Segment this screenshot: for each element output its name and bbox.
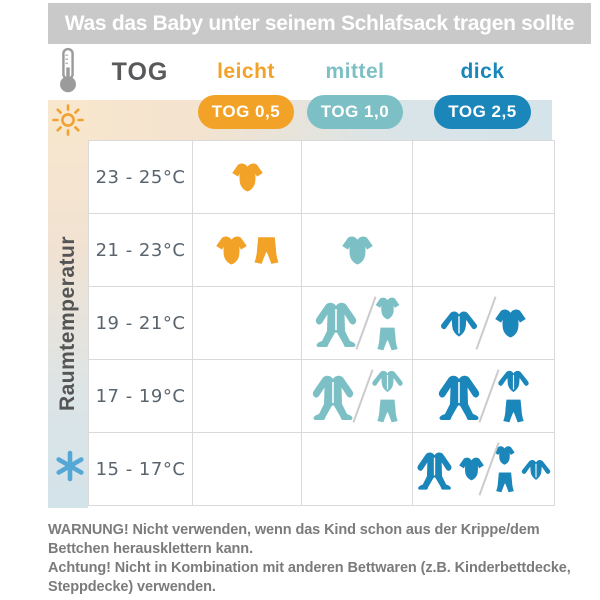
outfit-cell-leicht [193, 141, 301, 213]
garment-column [416, 444, 453, 495]
garment-column [437, 367, 481, 425]
column-labels: leicht mittel dick [192, 54, 555, 90]
short-sleeve-bodysuit-icon [374, 295, 401, 322]
tog-badge-dick: TOG 2,5 [434, 95, 531, 129]
garment-column [497, 368, 530, 424]
outfit-cell-dick [413, 141, 554, 213]
garment-column [253, 235, 280, 265]
warning-line: Steppdecke) verwenden. [48, 579, 216, 595]
short-sleeve-bodysuit-icon [494, 306, 527, 341]
page-title: Was das Baby unter seinem Schlafsack tra… [64, 11, 575, 35]
garment-column [494, 306, 527, 341]
garment-column [440, 308, 478, 339]
warning-text: WARNUNG! Nicht verwenden, wenn das Kind … [48, 521, 600, 597]
pants-icon [253, 235, 280, 265]
pants-icon [376, 325, 399, 352]
outfit-cell-mittel [302, 141, 412, 213]
outfit-group [215, 233, 280, 268]
pants-icon [376, 397, 399, 424]
outfit-group [416, 444, 485, 495]
garment-column [371, 368, 404, 424]
short-sleeve-bodysuit-icon [231, 160, 264, 195]
outfit-group [493, 444, 551, 494]
short-sleeve-bodysuit-icon [458, 455, 485, 483]
sun-icon [51, 103, 85, 137]
pants-icon [495, 470, 515, 494]
gradient-band-vertical [48, 100, 88, 508]
garment-column [493, 444, 516, 494]
garment-column [341, 233, 374, 268]
outfit-cell-mittel [302, 433, 412, 505]
tog-badge-leicht: TOG 0,5 [197, 95, 295, 129]
outfit-cell-mittel [302, 360, 412, 432]
warning-line: Bettchen herausklettern kann. [48, 541, 253, 557]
warning-line: Achtung! Nicht in Kombination mit andere… [48, 560, 571, 576]
pants-icon [502, 397, 525, 424]
temperature-cell: 15 - 17°C [89, 433, 192, 505]
tog-badges: TOG 0,5 TOG 1,0 TOG 2,5 [192, 95, 555, 129]
long-sleeve-top-icon [371, 368, 404, 394]
short-sleeve-bodysuit-icon [215, 233, 248, 268]
outfit-group [494, 306, 527, 341]
outfit-group [311, 367, 355, 425]
outfit-cell-mittel [302, 214, 412, 286]
column-label-leicht: leicht [217, 60, 275, 83]
outfit-cell-mittel [302, 287, 412, 359]
outfit-group [437, 367, 481, 425]
clothing-table: 23 - 25°C 21 - 23°C 19 - 21°C 17 - 19°C 15 -… [88, 140, 555, 506]
tog-header-label: TOG [111, 57, 169, 86]
thermometer-icon [55, 47, 81, 94]
temperature-cell: 21 - 23°C [89, 214, 192, 286]
garment-column [458, 455, 485, 483]
garment-column [374, 295, 401, 352]
tog-badge-mittel: TOG 1,0 [306, 95, 404, 129]
footed-sleepsuit-icon [416, 444, 453, 495]
outfit-group [231, 160, 264, 195]
column-label-dick: dick [460, 60, 505, 83]
outfit-group [497, 368, 530, 424]
temperature-cell: 19 - 21°C [89, 287, 192, 359]
outfit-group [371, 368, 404, 424]
long-sleeve-top-icon [521, 457, 551, 482]
outfit-cell-leicht [193, 360, 301, 432]
warning-line: WARNUNG! Nicht verwenden, wenn das Kind … [48, 522, 540, 538]
outfit-group [341, 233, 374, 268]
footed-sleepsuit-icon [314, 294, 358, 352]
outfit-cell-dick [413, 360, 554, 432]
column-label-mittel: mittel [325, 60, 385, 83]
garment-column [215, 233, 248, 268]
footed-sleepsuit-icon [437, 367, 481, 425]
outfit-cell-dick [413, 214, 554, 286]
long-sleeve-top-icon [497, 368, 530, 394]
outfit-group [374, 295, 401, 352]
outfit-cell-leicht [193, 287, 301, 359]
temperature-cell: 17 - 19°C [89, 360, 192, 432]
long-sleeve-top-icon [440, 308, 478, 339]
outfit-cell-dick [413, 287, 554, 359]
room-temperature-label: Raumtemperatur [56, 236, 79, 412]
title-bar: Was das Baby unter seinem Schlafsack tra… [48, 3, 591, 44]
garment-column [231, 160, 264, 195]
outfit-cell-leicht [193, 214, 301, 286]
footed-sleepsuit-icon [311, 367, 355, 425]
short-sleeve-bodysuit-icon [341, 233, 374, 268]
garment-column [521, 457, 551, 482]
garment-column [311, 367, 355, 425]
snowflake-icon [54, 450, 86, 482]
outfit-cell-leicht [193, 433, 301, 505]
outfit-group [314, 294, 358, 352]
outfit-group [440, 308, 478, 339]
garment-column [314, 294, 358, 352]
temperature-cell: 23 - 25°C [89, 141, 192, 213]
outfit-cell-dick [413, 433, 554, 505]
